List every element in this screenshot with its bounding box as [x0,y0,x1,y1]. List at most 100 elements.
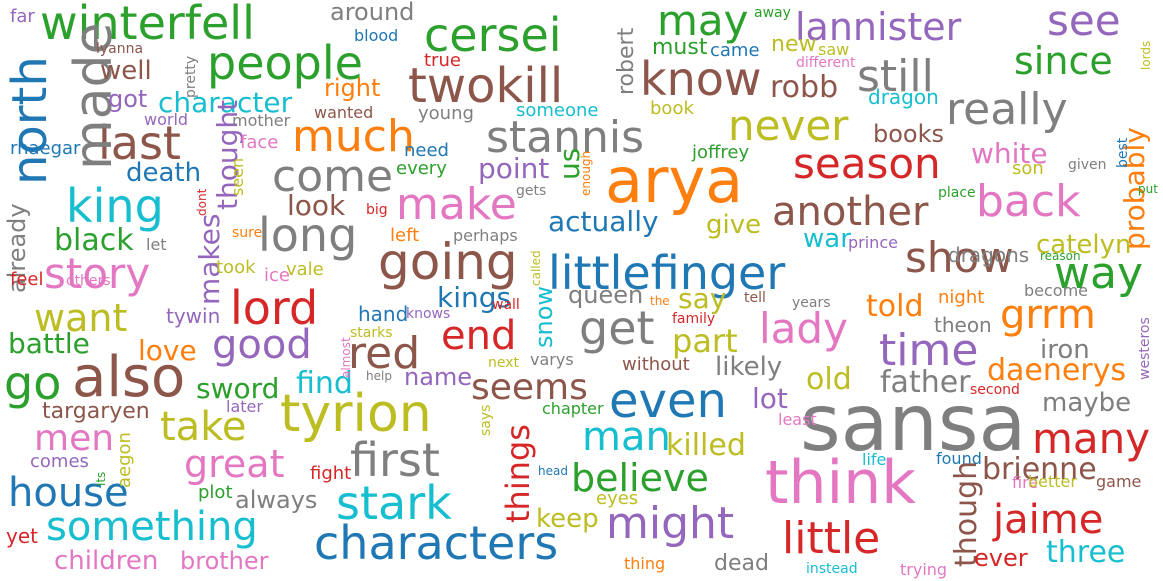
word-big: big [366,202,388,218]
word-may: may [657,0,749,45]
word-robert: robert [614,27,639,95]
word-queen: queen [568,281,644,309]
word-wanted: wanted [314,103,374,122]
word-lannister: lannister [795,5,962,49]
word-story: story [44,249,151,298]
word-rhaegar: rhaegar [10,138,81,159]
word-dragons: dragons [948,243,1030,267]
word-trying: trying [900,560,948,579]
word-season: season [793,139,941,188]
word-let: let [146,235,167,254]
word-vale: vale [286,259,324,280]
word-keep: keep [536,504,599,534]
word-things: things [499,424,537,523]
word-north: north [2,56,58,185]
word-left: left [390,225,420,246]
word-find: find [296,366,353,401]
word-catelyn: catelyn [1036,230,1132,260]
word-white: white [971,137,1048,170]
word-plot: plot [198,482,233,503]
word-seen: seen [228,157,247,196]
word-tywin: tywin [166,304,221,328]
word-come: come [272,151,394,202]
word-help: help [366,369,392,383]
word-next: next [488,355,520,371]
word-something: something [46,504,258,550]
word-brother: brother [180,547,269,575]
word-actually: actually [548,205,659,238]
word-thing: thing [624,554,666,573]
word-arya: arya [605,144,744,217]
word-instead: instead [806,561,858,577]
word-dragon: dragon [868,85,939,109]
word-daenerys: daenerys [987,353,1127,388]
word-many: many [1032,414,1151,463]
word-years: years [792,295,831,311]
word-book: book [650,98,694,119]
word-winterfell: winterfell [40,0,255,50]
word-well: well [100,56,152,86]
word-game: game [1096,472,1142,491]
word-likely: likely [715,352,783,382]
word-starks: starks [350,325,393,341]
word-knows: knows [406,306,451,322]
word-character: character [158,86,293,119]
word-place: place [938,185,976,201]
word-last: last [98,116,181,170]
word-cersei: cersei [424,8,562,62]
word-joffrey: joffrey [692,142,750,163]
word-king: king [66,179,164,233]
word-far: far [10,6,35,27]
word-comes: comes [30,451,89,472]
word-son: son [1012,158,1044,179]
word-pretty: pretty [183,55,199,98]
word-feel: feel [10,269,44,290]
word-red: red [348,328,421,379]
word-told: told [866,289,924,324]
word-littlefinger: littlefinger [548,246,786,300]
word-blood: blood [354,26,399,45]
word-first: first [350,433,440,487]
word-the: the [650,294,670,308]
word-found: found [936,449,982,468]
word-reason: reason [1040,249,1081,263]
word-yet: yet [6,524,38,548]
word-great: great [184,442,285,486]
word-different: different [796,55,856,71]
word-its: its [94,471,108,486]
word-give: give [706,210,762,240]
word-aegon: aegon [114,432,135,488]
word-lords: lords [1139,40,1153,70]
word-world: world [144,110,189,129]
word-hand: hand [358,302,409,326]
word-chapter: chapter [542,399,604,418]
word-family: family [672,311,716,327]
word-got: got [108,85,148,113]
word-even: even [609,373,727,429]
word-get: get [579,301,655,355]
word-iron: iron [1040,335,1090,365]
word-must: must [652,35,708,60]
word-lady: lady [759,304,848,353]
word-old: old [806,362,852,397]
word-might: might [606,498,735,549]
word-books: books [873,120,945,148]
word-children: children [54,546,159,576]
word-robb: robb [770,70,839,105]
word-given: given [1068,157,1107,173]
word-eyes: eyes [596,488,639,509]
word-life: life [862,450,887,469]
word-know: know [640,52,762,106]
word-end: end [441,313,517,359]
word-father: father [880,365,971,400]
word-enough: enough [579,150,593,196]
word-since: since [1014,39,1113,83]
word-show: show [905,233,1014,282]
word-brienne: brienne [982,452,1097,487]
word-characters: characters [314,516,559,570]
word-says: says [478,404,494,436]
word-man: man [582,414,671,460]
word-wall: wall [492,297,520,313]
word-lot: lot [752,382,788,415]
word-away: away [754,5,791,21]
